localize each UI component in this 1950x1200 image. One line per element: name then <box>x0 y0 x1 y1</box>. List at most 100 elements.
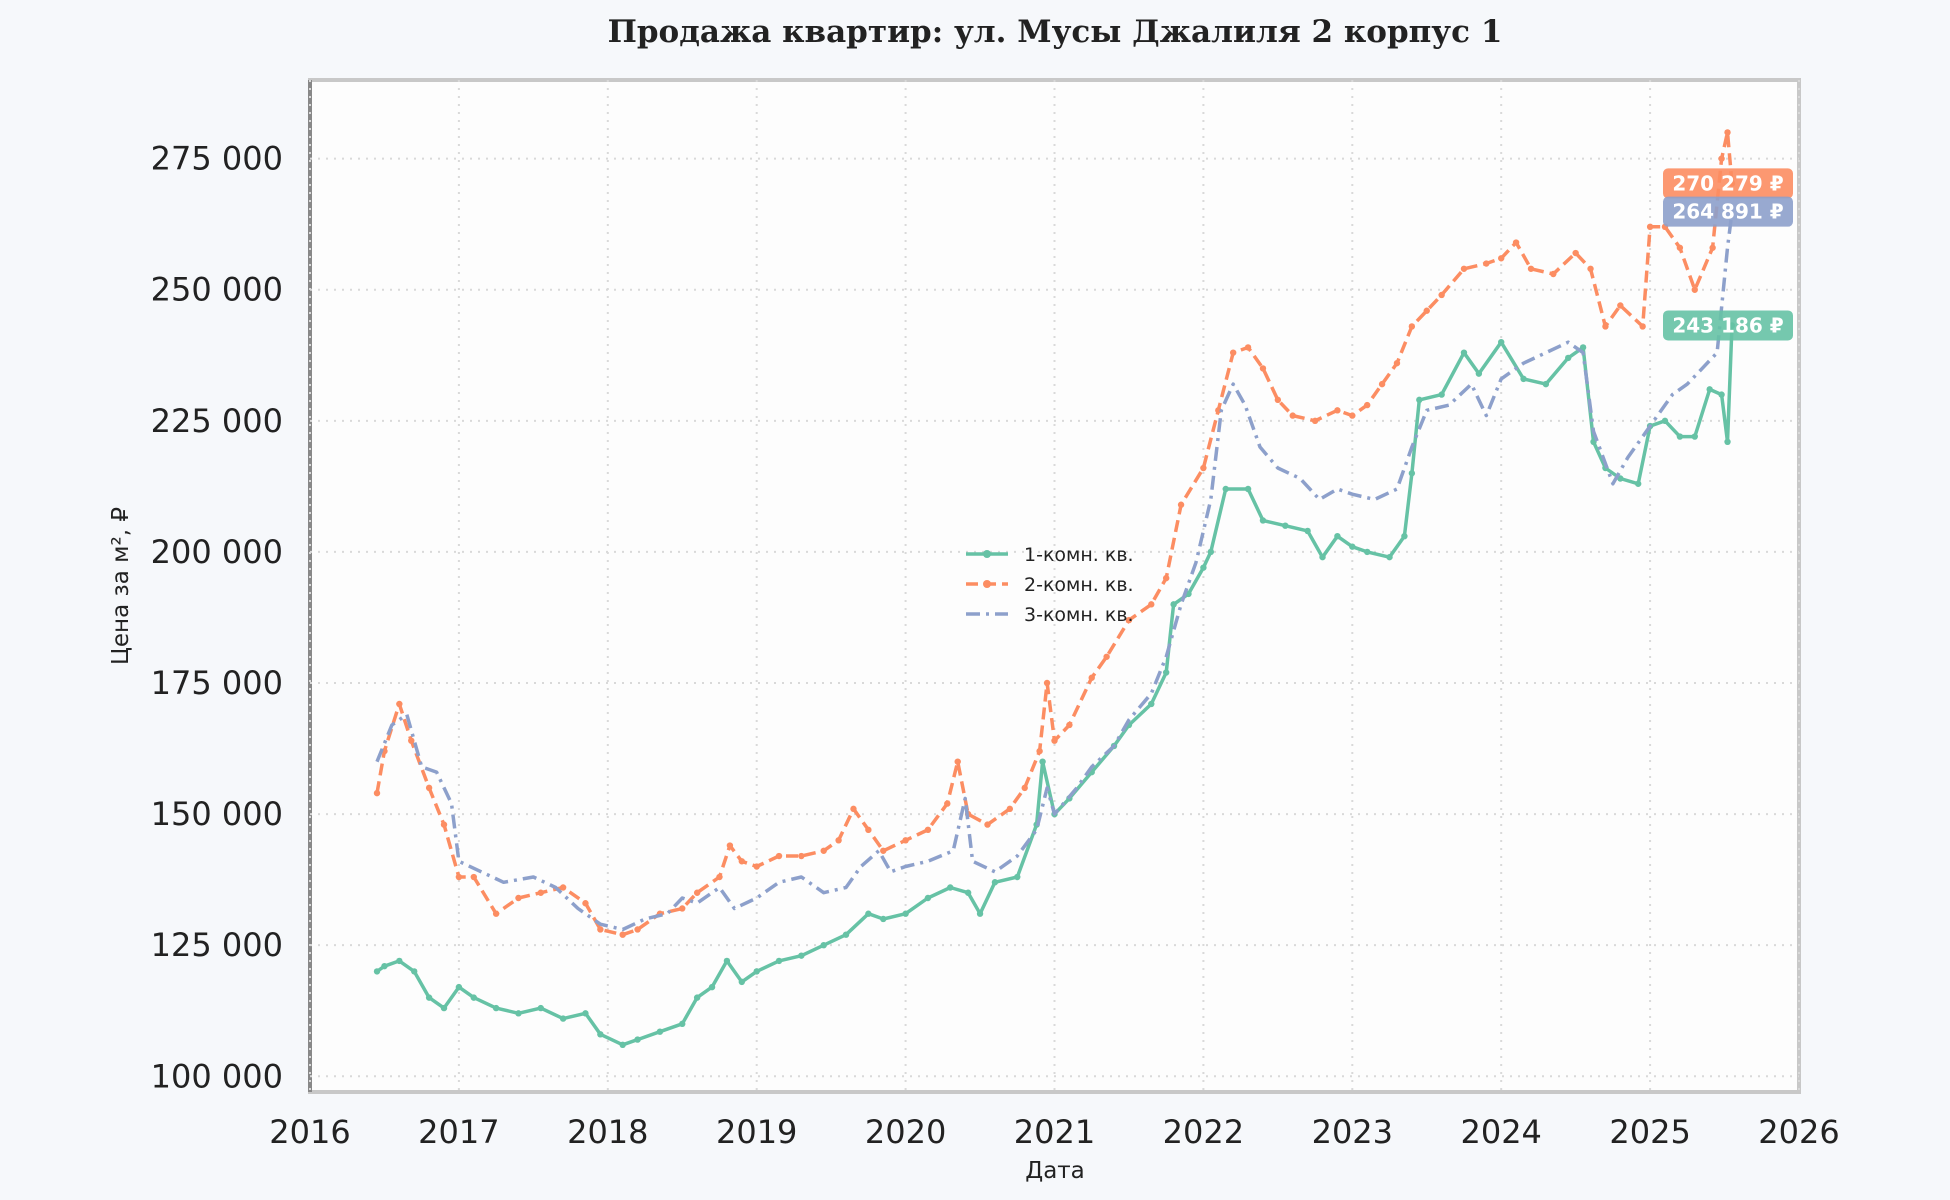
data-point <box>1475 370 1483 377</box>
data-point <box>798 852 805 860</box>
data-point <box>738 978 746 986</box>
data-point <box>1691 286 1698 293</box>
data-point <box>1200 464 1207 472</box>
data-point <box>1460 349 1468 356</box>
data-point <box>1006 805 1014 813</box>
data-point <box>947 884 954 891</box>
legend-item: 3-комн. кв. <box>966 604 1134 626</box>
y-axis-label: Цена за м², ₽ <box>108 507 134 665</box>
last-value-tag-bg <box>1663 168 1793 199</box>
y-tick-label: 250 000 <box>151 271 283 309</box>
data-point <box>411 968 418 975</box>
data-point <box>1691 433 1698 440</box>
data-point <box>738 858 746 865</box>
data-point <box>1393 359 1401 367</box>
data-point <box>396 700 403 708</box>
x-tick-label: 2021 <box>1014 1113 1095 1151</box>
data-point <box>515 1010 522 1017</box>
data-point <box>1512 239 1520 246</box>
data-point <box>1259 365 1267 372</box>
last-value-tag: 264 891 ₽ <box>1663 196 1793 227</box>
legend-item: 1-комн. кв. <box>966 544 1134 566</box>
data-point <box>850 805 857 813</box>
last-value-label: 264 891 ₽ <box>1672 200 1783 224</box>
data-point <box>559 1015 567 1022</box>
data-point <box>1282 522 1289 529</box>
data-point <box>865 826 872 834</box>
legend: 1-комн. кв. 2-комн. кв. 3-комн. кв. <box>966 544 1134 626</box>
y-tick-label: 150 000 <box>151 795 283 833</box>
x-tick-label: 2019 <box>716 1113 797 1151</box>
data-point <box>1617 302 1624 309</box>
data-point <box>1304 527 1311 535</box>
data-point <box>656 1028 664 1035</box>
data-point <box>1043 679 1051 687</box>
last-value-tag: 243 186 ₽ <box>1663 310 1793 341</box>
data-point <box>1408 323 1416 330</box>
data-point <box>373 968 381 975</box>
data-point <box>753 968 760 975</box>
data-point <box>634 1036 641 1043</box>
data-point <box>775 957 783 965</box>
data-point <box>373 789 381 797</box>
data-point <box>1724 129 1731 136</box>
data-point <box>1177 501 1185 508</box>
data-point <box>865 910 872 917</box>
x-tick-label: 2016 <box>269 1113 350 1151</box>
data-point <box>1423 307 1430 314</box>
data-point <box>1229 349 1237 356</box>
data-point <box>1602 323 1609 330</box>
grid-layer <box>309 80 1800 1092</box>
data-point <box>597 926 604 933</box>
data-point <box>1408 470 1416 477</box>
data-point <box>1646 223 1654 231</box>
data-point <box>1724 438 1731 446</box>
x-tick-label: 2022 <box>1163 1113 1244 1151</box>
data-point <box>1014 873 1021 881</box>
data-point <box>1125 616 1133 624</box>
x-axis-label: Дата <box>1025 1158 1085 1184</box>
data-point <box>1579 344 1587 351</box>
data-point <box>1438 391 1445 398</box>
data-point <box>1565 354 1572 362</box>
data-point <box>1572 249 1579 257</box>
data-point <box>582 900 589 907</box>
data-point <box>1587 265 1594 272</box>
value-tags: 243 186 ₽ 270 279 ₽ 264 891 ₽ <box>1663 168 1793 341</box>
data-point <box>425 784 433 792</box>
x-tick-label: 2017 <box>418 1113 499 1151</box>
data-point <box>1088 674 1095 681</box>
data-point <box>455 983 463 991</box>
legend-marker <box>983 580 991 588</box>
data-point <box>723 957 731 965</box>
data-point <box>440 1004 448 1012</box>
data-point <box>1222 485 1229 493</box>
data-point <box>1334 532 1341 540</box>
data-point <box>1051 737 1058 744</box>
y-tick-label: 225 000 <box>151 402 283 440</box>
data-point <box>1498 255 1505 262</box>
data-point <box>470 873 477 881</box>
data-point <box>515 894 522 902</box>
x-tick-label: 2025 <box>1609 1113 1690 1151</box>
data-point <box>991 879 999 886</box>
y-tick-label: 175 000 <box>151 664 283 702</box>
last-value-label: 243 186 ₽ <box>1672 313 1783 337</box>
data-point <box>1676 433 1684 440</box>
data-point <box>679 1020 686 1028</box>
y-tick-label: 125 000 <box>151 926 283 964</box>
data-point <box>1520 375 1527 383</box>
data-point <box>1661 417 1669 425</box>
data-point <box>1274 396 1282 404</box>
data-point <box>470 994 477 1001</box>
y-tick-label: 275 000 <box>151 140 283 178</box>
data-point <box>440 821 448 828</box>
data-point <box>1542 380 1550 388</box>
data-point <box>1401 532 1408 540</box>
data-point <box>1200 564 1207 571</box>
x-tick-label: 2024 <box>1460 1113 1541 1151</box>
series-line <box>375 325 1734 1047</box>
last-value-tag-bg <box>1663 310 1793 341</box>
data-point <box>455 873 463 881</box>
